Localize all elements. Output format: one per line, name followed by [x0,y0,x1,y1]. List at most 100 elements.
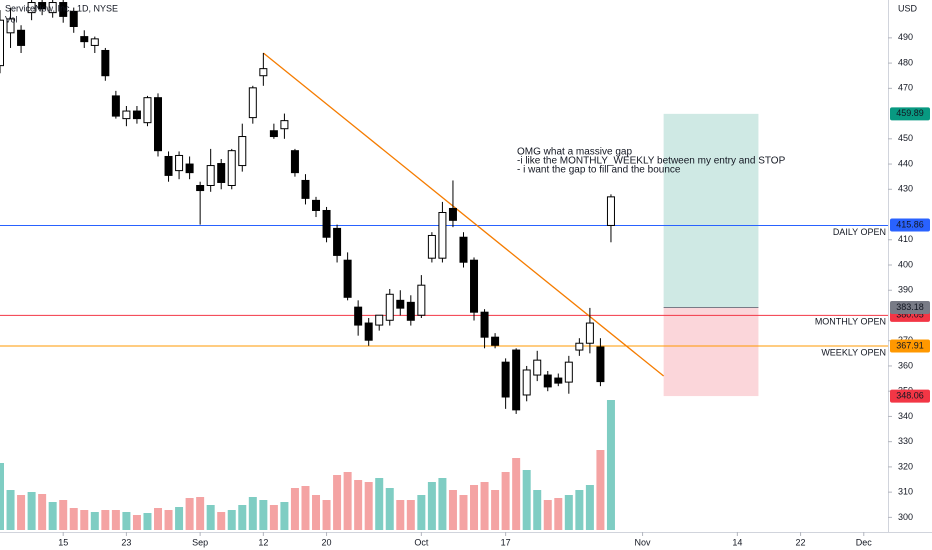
candle-body [17,29,26,46]
volume-bar [396,500,405,530]
volume-bar [564,495,573,530]
volume-bar [0,463,4,530]
candle-body [470,259,479,313]
candle-body [585,322,594,344]
volume-bar [206,505,215,530]
volume-bar [59,500,68,530]
volume-label: Vol [5,14,18,24]
volume-bar [354,480,363,530]
y-tick-label: 320 [898,461,913,471]
annotation-text: -i like the MONTHLY_WEEKLY between my en… [517,156,786,167]
x-tick-label: 20 [322,537,332,547]
candle-body [238,136,247,167]
candle-body [375,314,384,326]
volume-bar [364,482,373,530]
candle-body [343,259,352,298]
candle-body [575,342,584,351]
volume-bar [522,470,531,530]
y-tick-label: 360 [898,360,913,370]
volume-bar [301,486,310,530]
candle-body [80,36,89,43]
axes: 3003103203303403503603703904004104304404… [58,32,913,547]
volume-bar [575,490,584,530]
x-tick-label: 14 [732,537,742,547]
volume-bar [470,485,479,530]
y-tick-label: 340 [898,411,913,421]
x-tick-label: Oct [414,537,429,547]
candle-body [480,311,489,338]
x-tick-label: 17 [501,537,511,547]
candle-body [185,163,194,174]
candle-body [132,110,141,120]
candle-body [27,2,36,14]
volume-bar [427,482,436,530]
level-label: MONTHLY OPEN [815,317,886,327]
volume-bar [122,512,131,530]
x-tick-label: 23 [121,537,131,547]
candle-body [501,361,510,398]
candle-body [48,2,57,14]
volume-bar [111,510,120,530]
candle-body [354,306,363,326]
y-tick-label: 390 [898,285,913,295]
volume-bar [606,400,615,530]
volume-bar [90,512,99,530]
candle-body [38,2,47,10]
volume-bar [217,512,226,530]
y-tick-label: 410 [898,234,913,244]
candle-body [522,369,531,396]
volume-bar [280,502,289,530]
volume-bar [333,475,342,530]
level-label: DAILY OPEN [833,227,886,237]
candle-body [491,336,500,346]
x-tick-label: 12 [258,537,268,547]
volume-bar [543,500,552,530]
candle-body [564,361,573,383]
price-label-bg [890,107,930,121]
candle-body [59,2,68,17]
volume-bar [269,505,278,530]
volume-bar [17,495,26,530]
volume-bar [343,472,352,530]
volume-bar [417,495,426,530]
x-tick-label: Nov [635,537,652,547]
candle-body [512,349,521,411]
price-label-bg [890,339,930,353]
candle-body [259,68,268,77]
volume-bar [175,507,184,530]
volume-bar [38,494,47,530]
candle-body [438,212,447,259]
candle-body [69,10,78,27]
volume-bar [312,495,321,530]
price-label: 367.91 [896,340,924,350]
candle-body [364,322,373,341]
candle-body [448,207,457,221]
candle-body [596,346,605,383]
candle-body [417,284,426,316]
volume-bar [290,488,299,530]
y-tick-label: 430 [898,184,913,194]
volume-bar [438,478,447,530]
candle-body [6,18,15,34]
candle-body [427,234,436,259]
candle-body [606,196,615,226]
y-tick-label: 300 [898,512,913,522]
annotation-text: - i want the gap to fill and the bounce [517,165,681,176]
candle-body [290,150,299,174]
y-tick-label: 440 [898,158,913,168]
candle-body [154,97,163,152]
candle-body [280,120,289,130]
candle-body [406,301,415,321]
candle-body [543,374,552,388]
y-tick-label: 450 [898,133,913,143]
candle-body [385,293,394,321]
volume-bar [248,497,257,530]
x-tick-label: 15 [58,537,68,547]
price-label: 415.86 [896,219,924,229]
volume-bar [80,510,89,530]
candle-body [269,130,278,138]
volume-bar [375,478,384,530]
volume-bar [48,502,57,530]
